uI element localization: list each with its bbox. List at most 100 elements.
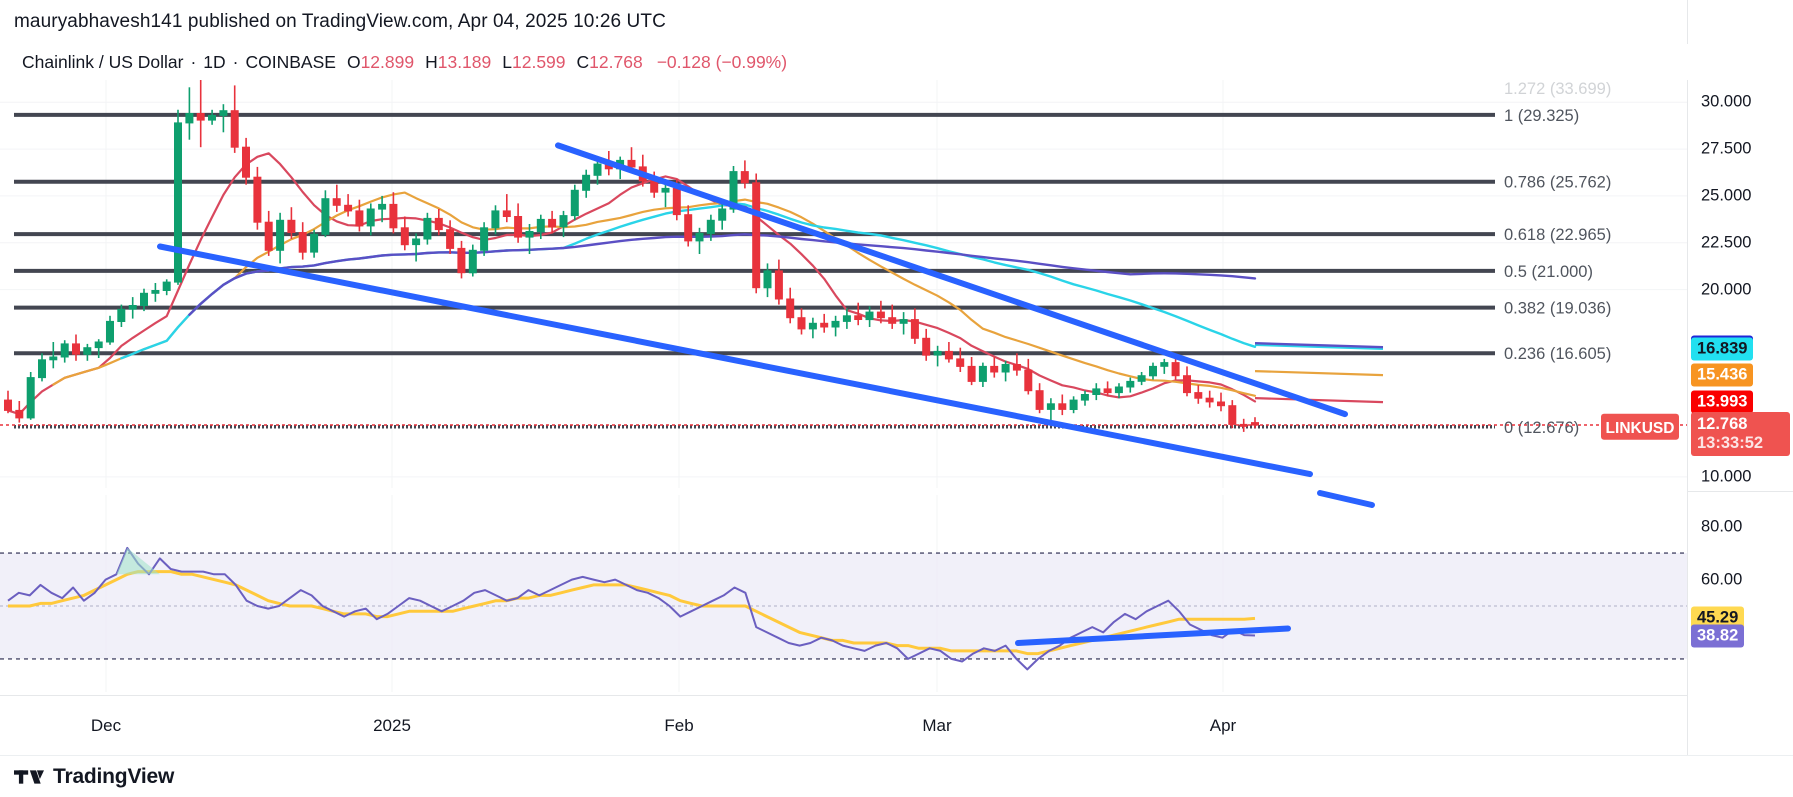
- candle-body: [559, 215, 568, 228]
- candle-body: [287, 219, 296, 234]
- fib-level-label: 0.382 (19.036): [1504, 300, 1611, 318]
- legend-low-label: L: [502, 51, 512, 72]
- candle-body: [174, 122, 182, 283]
- fib-level-label: 0.618 (22.965): [1504, 226, 1611, 244]
- rsi-val-badge[interactable]: 38.82: [1691, 624, 1745, 648]
- candle-body: [1092, 388, 1101, 395]
- candle-body: [49, 356, 58, 361]
- ma-fast-line: [6, 152, 1257, 416]
- ema-cyan-badge[interactable]: 16.839: [1691, 337, 1754, 361]
- candle-body: [1126, 380, 1135, 388]
- candle-body: [876, 311, 885, 319]
- candle-body: [162, 281, 171, 292]
- tradingview-wordmark: TradingView: [53, 764, 175, 788]
- rsi-line: [7, 546, 1256, 671]
- candle-body: [899, 319, 908, 324]
- symbol-tag-bg: [1601, 413, 1679, 440]
- candle-body: [446, 229, 455, 249]
- candle-body: [740, 171, 749, 184]
- candle-body: [219, 110, 228, 116]
- candle-body: [922, 337, 931, 356]
- candle-body: [15, 409, 24, 419]
- trendline-continuation: [1317, 490, 1375, 508]
- time-axis[interactable]: Dec 2025 Feb Mar Apr: [0, 695, 1687, 755]
- candle-body: [83, 347, 92, 355]
- candle-body: [797, 317, 806, 330]
- footer-branding: TradingView: [0, 755, 1793, 797]
- candle-body: [264, 221, 273, 251]
- pane-divider: [1688, 491, 1793, 492]
- price-tick-2: 25.000: [1701, 186, 1752, 205]
- price-scale[interactable]: USD 30.00027.50025.00022.50020.00010.000…: [1687, 0, 1793, 760]
- candle-body: [310, 233, 319, 253]
- legend-symbol[interactable]: Chainlink / US Dollar: [22, 51, 184, 72]
- fib-label-clipped: 1.272 (33.699): [1504, 80, 1611, 98]
- osc-tick-1: 60.00: [1701, 570, 1743, 589]
- candle-body: [990, 365, 999, 373]
- candle-body: [820, 322, 829, 328]
- fib-level-label: 0 (12.676): [1504, 419, 1579, 437]
- moving-averages: [6, 152, 1257, 416]
- candle-body: [276, 219, 285, 251]
- price-tick-3: 22.500: [1701, 233, 1752, 252]
- candle-body: [854, 315, 863, 321]
- candle-body: [26, 377, 35, 419]
- candle-body: [956, 358, 965, 367]
- legend-interval[interactable]: 1D: [203, 51, 226, 72]
- legend-close-value: 12.768: [589, 51, 643, 72]
- price-tick-4: 20.000: [1701, 280, 1752, 299]
- candle-body: [1012, 364, 1021, 371]
- candle-body: [661, 187, 670, 193]
- candle-body: [548, 218, 557, 228]
- legend-change: −0.128 (−0.99%): [656, 51, 788, 72]
- candle-body: [378, 203, 387, 210]
- price-tick-1: 27.500: [1701, 139, 1752, 158]
- last-price-badge[interactable]: 12.768 13:33:52: [1691, 412, 1790, 457]
- candle-body: [570, 189, 579, 217]
- candle-body: [185, 113, 194, 124]
- candle-body: [321, 198, 330, 235]
- chart-plot-area[interactable]: 1.272 (33.699) 1 (29.325) 0.786 (25.762) 0.…: [0, 80, 1687, 695]
- chart-canvas: 1.272 (33.699) 1 (29.325) 0.786 (25.762) 0.…: [0, 80, 1687, 692]
- candle-body: [706, 219, 715, 234]
- candle-body: [106, 320, 114, 343]
- candle-body: [536, 218, 545, 233]
- candle-body: [4, 399, 12, 411]
- ma-slow-extension: [1254, 343, 1384, 350]
- ma-mid-extension: [1254, 370, 1384, 377]
- fib-level-label: 0.236 (16.605): [1504, 345, 1611, 363]
- candle-body: [582, 174, 591, 191]
- candle-body: [933, 350, 942, 356]
- fib-level-label: 1 (29.325): [1504, 107, 1579, 125]
- legend-dot-2: ·: [232, 51, 239, 72]
- ema-orange-badge[interactable]: 15.436: [1691, 363, 1754, 387]
- candle-body: [298, 232, 307, 253]
- candle-body: [1058, 403, 1067, 410]
- candle-body: [366, 208, 375, 227]
- time-axis-label-2: Feb: [664, 716, 694, 735]
- symbol-tag-group: LINKUSD: [1601, 413, 1679, 440]
- candle-body: [718, 208, 727, 221]
- candle-body: [752, 182, 761, 289]
- candle-body: [1217, 401, 1225, 407]
- candle-body: [672, 187, 681, 216]
- candle-body: [1228, 405, 1237, 425]
- trendline-lower: [157, 243, 1313, 478]
- ema-red-badge[interactable]: 13.993: [1691, 390, 1754, 414]
- candle-body: [1205, 397, 1214, 403]
- candle-body: [400, 227, 409, 246]
- legend-exchange[interactable]: COINBASE: [245, 51, 336, 72]
- candle-body: [1080, 394, 1089, 401]
- candle-body: [1001, 364, 1010, 373]
- candle-body: [412, 238, 421, 246]
- candle-body: [38, 359, 46, 379]
- candle-body: [695, 232, 704, 242]
- candle-body: [72, 343, 80, 355]
- candle-body: [480, 227, 489, 251]
- time-axis-label-0: Dec: [90, 716, 122, 735]
- candle-body: [593, 163, 602, 176]
- candle-body: [1160, 362, 1169, 367]
- attribution-text: mauryabhavesh141 published on TradingVie…: [14, 11, 666, 32]
- candle-body: [423, 217, 432, 240]
- candle-body: [491, 210, 500, 229]
